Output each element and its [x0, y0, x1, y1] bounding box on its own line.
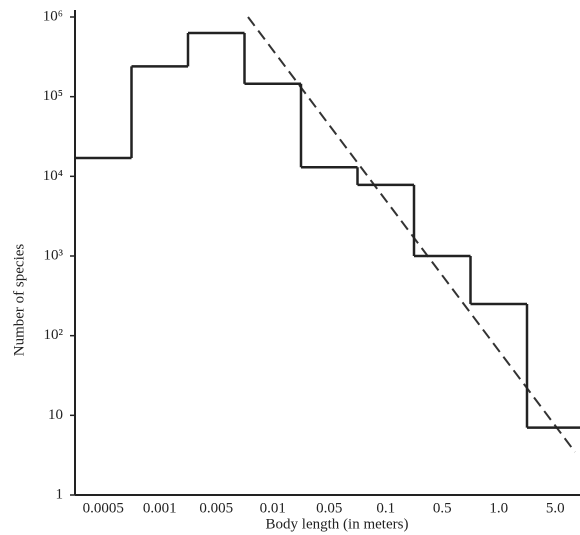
x-tick-label: 1.0: [489, 500, 508, 516]
y-tick-label: 1: [56, 486, 64, 502]
x-axis-title: Body length (in meters): [266, 516, 409, 532]
x-tick-label: 5.0: [546, 500, 565, 516]
x-tick-label: 0.5: [433, 500, 452, 516]
x-tick-label: 0.005: [199, 500, 233, 516]
y-tick-label: 10: [48, 407, 63, 423]
x-tick-label: 0.0005: [83, 500, 124, 516]
y-tick-label: 10⁴: [43, 168, 63, 184]
y-tick-label: 10⁶: [43, 8, 63, 24]
y-axis-title: Number of species: [11, 244, 27, 357]
y-tick-label: 10²: [44, 327, 64, 343]
x-tick-label: 0.001: [143, 500, 177, 516]
x-tick-label: 0.05: [316, 500, 342, 516]
y-tick-label: 10³: [44, 247, 64, 263]
x-tick-label: 0.01: [260, 500, 286, 516]
trend-line: [247, 16, 576, 453]
x-tick-label: 0.1: [376, 500, 395, 516]
y-tick-label: 10⁵: [43, 88, 63, 104]
